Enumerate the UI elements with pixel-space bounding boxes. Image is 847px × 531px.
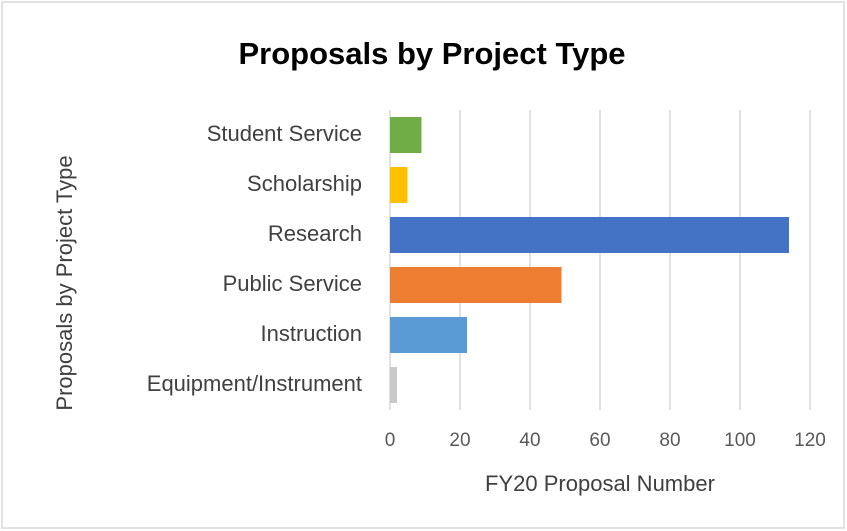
y-tick-label: Instruction <box>261 321 363 346</box>
x-tick-label: 80 <box>659 430 680 451</box>
x-tick-label: 60 <box>589 430 610 451</box>
bar <box>390 217 789 253</box>
y-tick-label: Student Service <box>207 121 362 146</box>
chart-title: Proposals by Project Type <box>238 36 625 71</box>
x-axis-label: FY20 Proposal Number <box>485 471 715 496</box>
x-tick-label: 20 <box>449 430 470 451</box>
x-tick-label: 100 <box>724 430 756 451</box>
bar <box>390 267 562 303</box>
bar <box>390 317 467 353</box>
x-tick-label: 40 <box>519 430 540 451</box>
bar <box>390 367 397 403</box>
x-tick-label: 0 <box>385 430 396 451</box>
x-tick-label: 120 <box>794 430 826 451</box>
y-axis-label: Proposals by Project Type <box>52 155 77 410</box>
y-tick-label: Research <box>268 221 362 246</box>
bar <box>390 117 422 153</box>
y-tick-label: Equipment/Instrument <box>147 371 362 396</box>
bar <box>390 167 408 203</box>
y-tick-label: Scholarship <box>247 171 362 196</box>
y-tick-label: Public Service <box>223 271 362 296</box>
